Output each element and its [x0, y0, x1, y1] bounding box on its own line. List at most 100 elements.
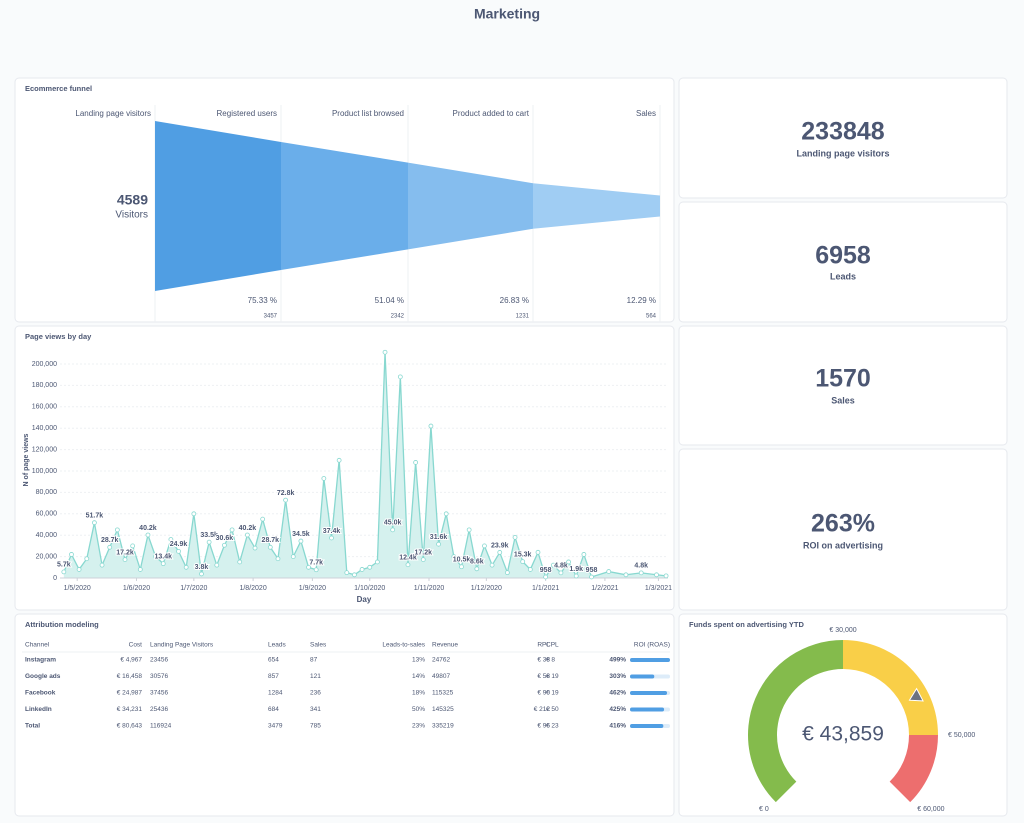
table-cell: € 24,987 — [117, 690, 143, 697]
x-tick-label: 1/8/2020 — [239, 585, 266, 592]
x-tick-label: 1/11/2020 — [414, 585, 445, 592]
point — [298, 538, 304, 544]
point — [183, 564, 189, 570]
point — [244, 532, 250, 538]
x-tick-label: 1/10/2020 — [354, 585, 385, 592]
table-cell: 23% — [412, 723, 425, 730]
table-cell: 499% — [609, 657, 626, 664]
data-label: 34.5k — [292, 531, 310, 538]
data-label: 51.7k — [86, 513, 104, 520]
point — [206, 539, 212, 545]
roi-bar — [630, 691, 668, 695]
point — [237, 559, 243, 565]
roi-bar — [630, 724, 664, 728]
point — [390, 527, 396, 533]
table-header: RPL — [537, 642, 550, 649]
table-cell: 13% — [412, 657, 425, 664]
data-label: 5.7k — [57, 562, 71, 569]
table-header: Cost — [129, 642, 143, 649]
point — [176, 548, 181, 554]
table-header: Channel — [25, 642, 50, 649]
point — [482, 543, 487, 549]
table-cell: € 23 — [546, 723, 559, 730]
table-cell: 785 — [310, 723, 321, 730]
percent-label: 26.83 % — [500, 296, 529, 305]
point — [336, 457, 342, 463]
x-tick-label: 1/9/2020 — [299, 585, 326, 592]
point — [76, 567, 82, 572]
point — [84, 556, 90, 562]
funnel-segment — [281, 141, 408, 271]
data-label: 33.5k — [200, 532, 218, 539]
point — [290, 554, 296, 559]
roi-bar — [630, 674, 655, 679]
table-cell: 50% — [412, 706, 425, 713]
kpi-label: Leads — [830, 271, 856, 281]
table-cell: € 4,967 — [120, 657, 142, 664]
table-cell: € 19 — [546, 690, 559, 697]
y-tick-label: 160,000 — [32, 404, 57, 411]
point — [160, 561, 166, 567]
point — [229, 527, 235, 533]
card-title: Page views by day — [25, 332, 92, 341]
point — [512, 534, 518, 540]
data-label: 28.7k — [101, 537, 119, 544]
kpi-value: 1570 — [815, 365, 871, 393]
table-cell: 236 — [310, 690, 321, 697]
data-label: 4.8k — [554, 563, 568, 570]
count-label: 564 — [646, 314, 657, 320]
table-cell: 115325 — [432, 690, 454, 697]
y-tick-label: 0 — [53, 575, 57, 582]
point — [504, 570, 510, 576]
x-tick-label: 1/1/2021 — [532, 585, 559, 592]
card — [678, 448, 1008, 611]
table-header: ROI (ROAS) — [634, 642, 670, 649]
table-cell: € 34,231 — [117, 706, 143, 713]
point — [558, 570, 564, 576]
data-label: 28.7k — [262, 537, 280, 544]
table-cell: 14% — [412, 673, 425, 680]
table-cell: Instagram — [25, 657, 56, 664]
data-label: 40.2k — [139, 525, 157, 532]
data-label: 13.4k — [154, 554, 172, 561]
table-cell: 416% — [609, 723, 626, 730]
gauge-tick-label: € 50,000 — [948, 732, 975, 739]
percent-label: 75.33 % — [248, 296, 277, 305]
x-tick-label: 1/12/2020 — [471, 585, 502, 592]
stage-label: Landing page visitors — [75, 109, 151, 118]
point — [137, 567, 143, 572]
data-label: 958 — [586, 567, 598, 574]
table-cell: € 212 — [534, 706, 551, 713]
point — [654, 572, 659, 578]
point — [267, 544, 273, 550]
point — [275, 556, 281, 562]
card — [14, 613, 675, 817]
table-cell: 857 — [268, 673, 279, 680]
point — [573, 573, 579, 579]
point — [451, 554, 457, 559]
data-label: 30.6k — [216, 535, 234, 542]
card — [14, 325, 675, 611]
gauge-needle — [908, 687, 924, 702]
gauge-segment — [843, 640, 938, 735]
table-cell: 49807 — [432, 673, 450, 680]
table-cell: LinkedIn — [25, 706, 52, 713]
point — [638, 570, 644, 576]
kpi-label: Sales — [831, 395, 855, 405]
page-title: Marketing — [474, 6, 540, 22]
point — [168, 537, 174, 542]
point — [606, 569, 612, 574]
point — [153, 554, 158, 559]
point — [413, 460, 419, 465]
gauge-segment — [747, 640, 843, 803]
data-label: 24.9k — [170, 541, 188, 548]
data-label: 17.2k — [116, 549, 134, 556]
data-label: 17.2k — [415, 549, 433, 556]
point — [321, 476, 327, 481]
point — [623, 572, 629, 578]
point — [405, 562, 411, 568]
y-tick-label: 100,000 — [32, 468, 57, 475]
data-label: 45.0k — [384, 520, 402, 527]
point — [145, 532, 151, 538]
